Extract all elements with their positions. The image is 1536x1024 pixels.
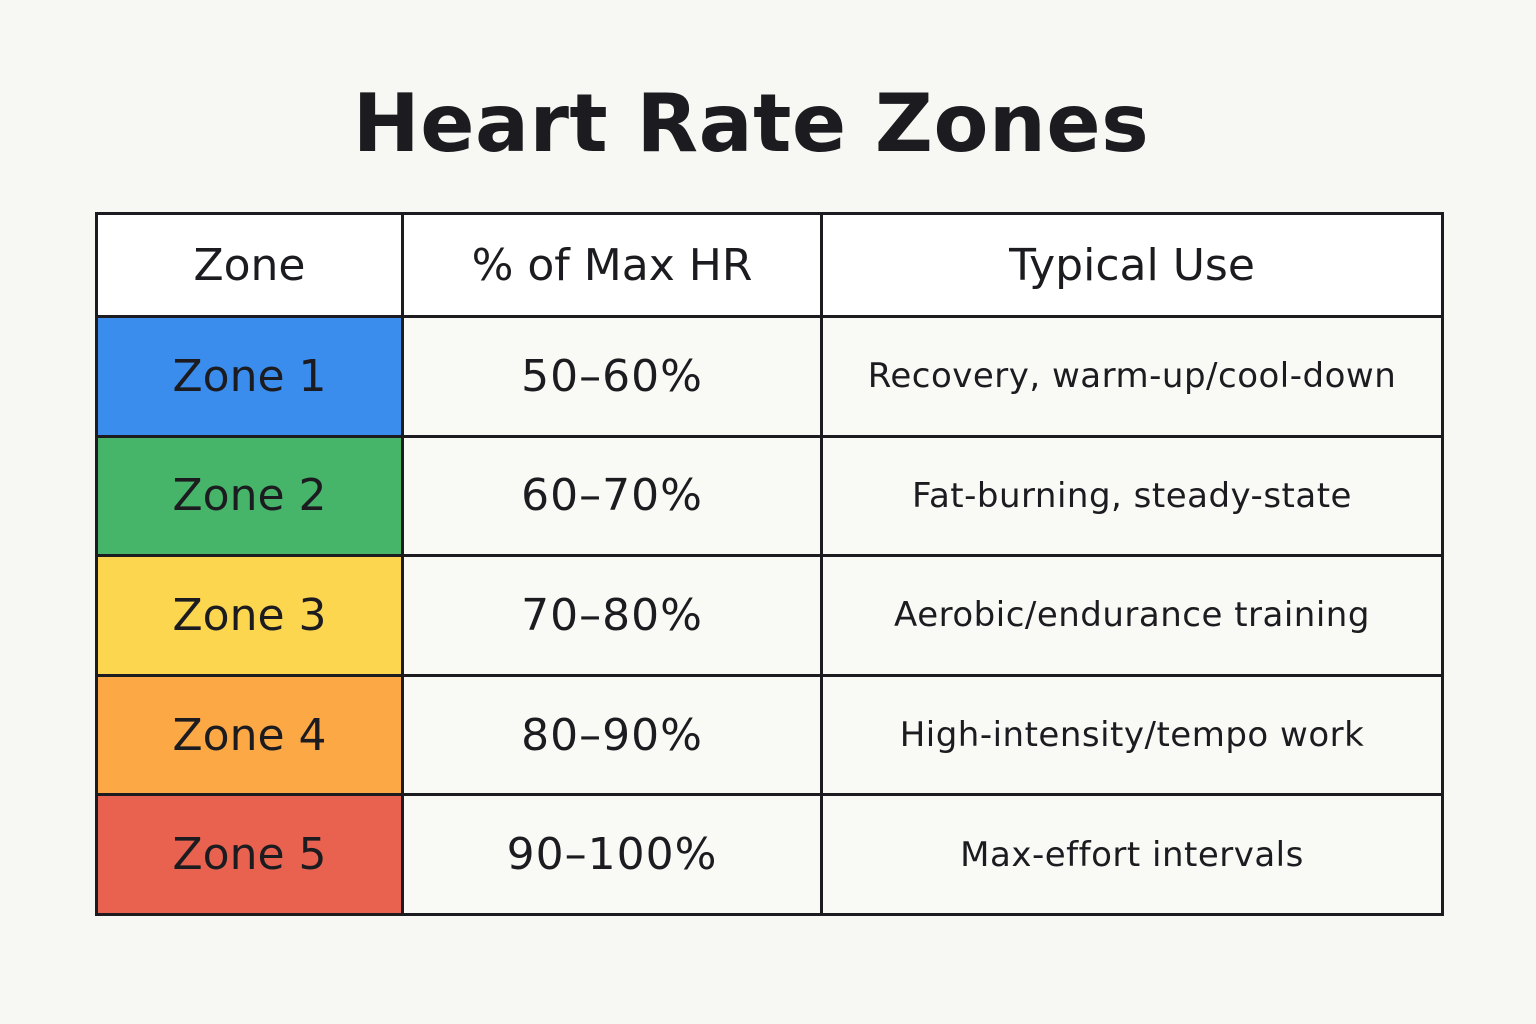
heart-rate-zones-table: Zone % of Max HR Typical Use Zone 1 50–6… [95,212,1444,916]
table-header-row: Zone % of Max HR Typical Use [95,212,1444,318]
zone-cell: Zone 2 [95,434,404,558]
table-row: Zone 4 80–90% High-intensity/tempo work [95,673,1444,797]
use-cell: Aerobic/endurance training [820,554,1444,677]
zone-cell: Zone 5 [95,793,404,916]
header-typical-use: Typical Use [820,212,1444,318]
table-row: Zone 1 50–60% Recovery, warm-up/cool-dow… [95,315,1444,438]
use-cell: High-intensity/tempo work [820,673,1444,797]
header-zone: Zone [95,212,404,318]
use-cell: Recovery, warm-up/cool-down [820,315,1444,438]
table-row: Zone 3 70–80% Aerobic/endurance training [95,554,1444,677]
percent-cell: 80–90% [401,673,823,797]
zone-cell: Zone 4 [95,673,404,797]
table-row: Zone 5 90–100% Max-effort intervals [95,793,1444,916]
table-row: Zone 2 60–70% Fat-burning, steady-state [95,434,1444,558]
percent-cell: 90–100% [401,793,823,916]
percent-cell: 70–80% [401,554,823,677]
percent-cell: 60–70% [401,434,823,558]
percent-cell: 50–60% [401,315,823,438]
use-cell: Fat-burning, steady-state [820,434,1444,558]
zone-cell: Zone 1 [95,315,404,438]
page-title: Heart Rate Zones [352,77,1150,170]
use-cell: Max-effort intervals [820,793,1444,916]
zone-cell: Zone 3 [95,554,404,677]
header-percent-max-hr: % of Max HR [401,212,823,318]
